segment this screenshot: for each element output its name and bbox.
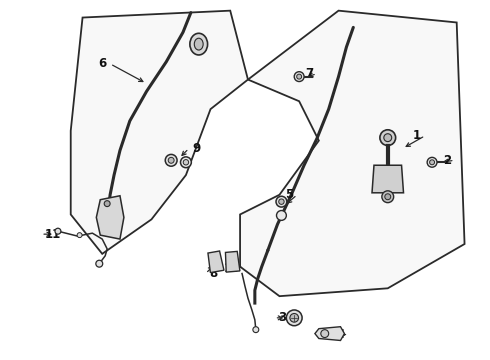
Circle shape [286,310,302,326]
Polygon shape [372,165,404,193]
Ellipse shape [384,134,392,141]
Circle shape [296,74,302,79]
Polygon shape [97,196,124,239]
Ellipse shape [380,130,395,145]
Circle shape [253,327,259,333]
Ellipse shape [190,33,208,55]
Text: 6: 6 [98,57,106,70]
Polygon shape [71,11,248,254]
Ellipse shape [195,38,203,50]
Ellipse shape [276,196,287,207]
Circle shape [104,201,110,207]
Polygon shape [315,327,344,341]
Ellipse shape [183,159,189,165]
Polygon shape [240,11,465,296]
Circle shape [382,191,393,203]
Text: 5: 5 [285,188,293,201]
Ellipse shape [279,199,284,204]
Text: 10: 10 [224,262,240,275]
Text: 4: 4 [336,328,344,341]
Text: 3: 3 [278,311,287,324]
Polygon shape [225,251,240,272]
Circle shape [55,228,61,234]
Circle shape [96,260,103,267]
Ellipse shape [276,211,286,220]
Text: 7: 7 [305,67,313,80]
Ellipse shape [165,154,177,166]
Text: 9: 9 [193,142,201,155]
Circle shape [385,194,391,200]
Polygon shape [208,251,224,273]
Circle shape [294,72,304,82]
Circle shape [290,314,298,322]
Text: 2: 2 [442,154,451,167]
Ellipse shape [180,157,191,168]
Text: 11: 11 [45,228,61,240]
Circle shape [77,233,82,238]
Text: 1: 1 [413,129,421,142]
Circle shape [427,157,437,167]
Ellipse shape [168,157,174,163]
Circle shape [321,330,329,338]
Text: 8: 8 [210,267,218,280]
Circle shape [430,160,435,165]
